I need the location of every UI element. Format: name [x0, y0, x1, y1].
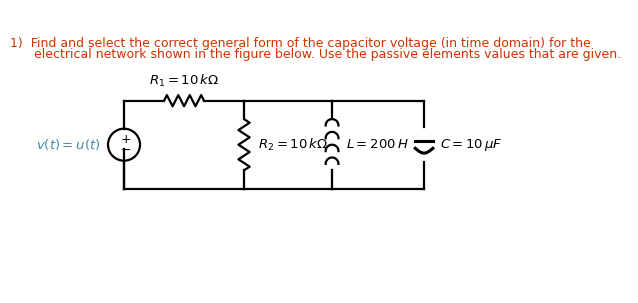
Text: −: −: [121, 144, 131, 157]
Text: $R_2 = 10\,k\Omega$: $R_2 = 10\,k\Omega$: [258, 137, 329, 153]
Text: $C = 10\,\mu F$: $C = 10\,\mu F$: [440, 137, 503, 153]
Text: $R_1 = 10\,k\Omega$: $R_1 = 10\,k\Omega$: [149, 73, 219, 89]
Text: $v(t) = u(t)$: $v(t) = u(t)$: [36, 137, 100, 152]
Text: +: +: [121, 133, 131, 146]
Text: 1)  Find and select the correct general form of the capacitor voltage (in time d: 1) Find and select the correct general f…: [10, 37, 590, 50]
Text: electrical network shown in the figure below. Use the passive elements values th: electrical network shown in the figure b…: [10, 48, 621, 61]
Text: $L = 200\,H$: $L = 200\,H$: [346, 138, 409, 151]
